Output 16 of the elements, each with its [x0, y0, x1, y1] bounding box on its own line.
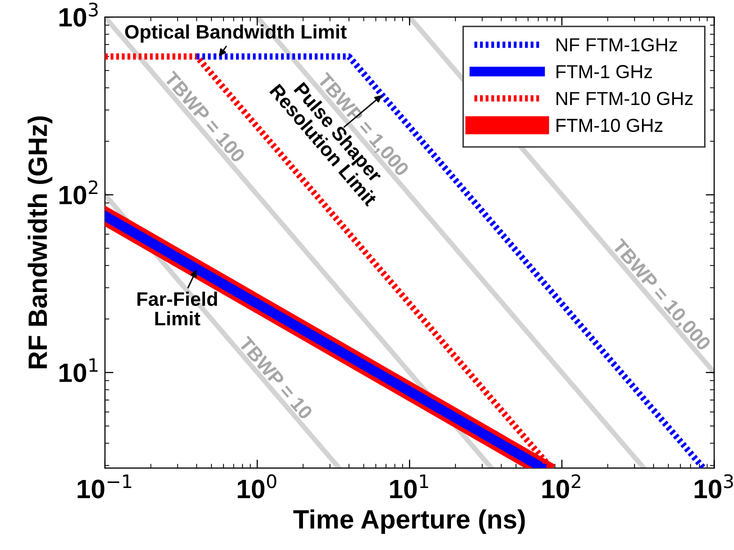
legend-label: FTM-10 GHz — [556, 118, 662, 132]
x-axis-title: Time Aperture (ns) — [293, 509, 525, 534]
x-tick-label: 10$^{1}$ — [390, 474, 428, 498]
y-tick-label: 10$^{1}$ — [60, 358, 98, 382]
x-tick-label: 10$^{3}$ — [694, 474, 733, 498]
legend-label: NF FTM-1GHz — [556, 38, 677, 52]
x-tick-label: 10$^{0}$ — [238, 474, 276, 498]
y-axis-title: RF Bandwidth (GHz) — [28, 116, 52, 368]
x-tick-label: 10$^{2}$ — [542, 474, 580, 498]
y-tick-label: 10$^{3}$ — [60, 2, 98, 27]
legend-label: FTM-1 GHz — [556, 65, 652, 78]
annotation: Far-Field Limit — [137, 292, 217, 326]
legend-label: NF FTM-10 GHz — [556, 92, 693, 106]
annotation: Optical Bandwidth Limit — [125, 24, 347, 43]
y-tick-label: 10$^{2}$ — [60, 180, 98, 204]
x-tick-label: 10$^{−1}$ — [78, 474, 132, 498]
